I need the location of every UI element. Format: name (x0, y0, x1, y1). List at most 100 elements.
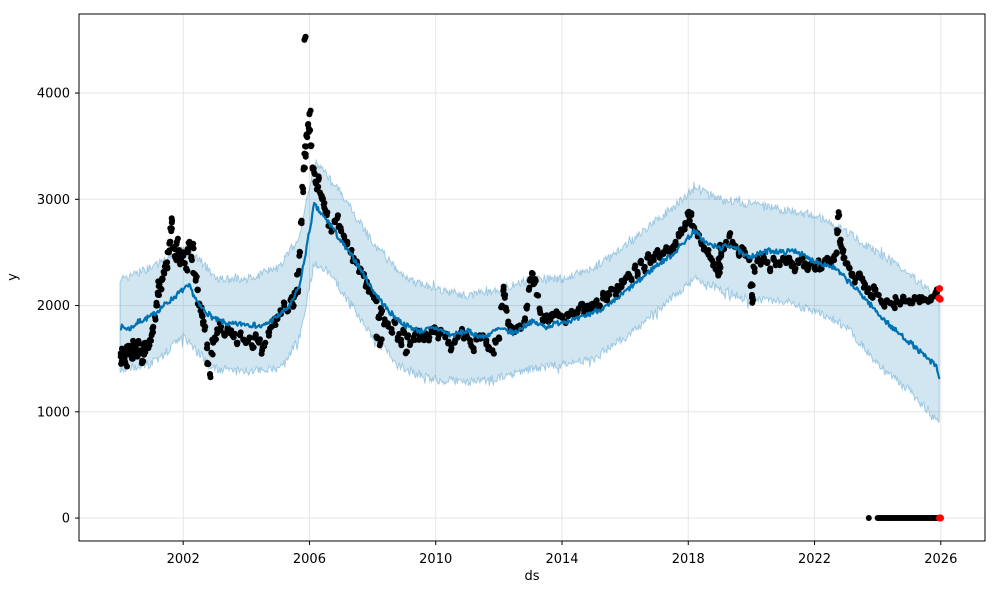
observed-point (180, 252, 187, 259)
observed-point (528, 269, 535, 276)
observed-point (190, 269, 197, 276)
observed-point (300, 189, 307, 196)
observed-point (398, 342, 405, 349)
anomaly-point (936, 295, 944, 303)
observed-point (272, 322, 279, 328)
observed-point (834, 214, 841, 221)
observed-point (248, 342, 255, 349)
observed-point (378, 310, 385, 317)
zero-value-points (865, 515, 941, 521)
x-tick-label: 2026 (924, 552, 957, 567)
y-tick-label: 0 (62, 512, 70, 527)
observed-point (618, 284, 625, 290)
observed-point (159, 275, 166, 282)
observed-point (296, 248, 303, 255)
observed-point (198, 311, 205, 318)
observed-point (337, 224, 344, 231)
y-tick-label: 1000 (37, 405, 70, 420)
observed-point (190, 240, 197, 247)
observed-point (545, 318, 552, 325)
observed-point (534, 292, 541, 299)
observed-point (207, 374, 214, 381)
observed-point (767, 268, 774, 275)
observed-point (911, 294, 918, 300)
observed-point (124, 363, 130, 370)
observed-point (188, 257, 195, 264)
observed-point (873, 290, 880, 297)
observed-point (304, 134, 311, 141)
observed-point (265, 332, 272, 339)
x-tick-label: 2010 (419, 552, 452, 567)
observed-point (678, 230, 685, 237)
observed-point (686, 217, 693, 224)
observed-point (840, 255, 847, 262)
observed-point (869, 294, 876, 301)
observed-point (526, 286, 532, 293)
observed-point (302, 34, 309, 41)
anomaly-points (935, 285, 944, 522)
x-tick-label: 2006 (293, 552, 326, 567)
observed-point (857, 274, 864, 281)
observed-point (593, 298, 600, 305)
observed-point (139, 360, 145, 367)
observed-point (747, 283, 754, 289)
observed-point (302, 151, 309, 158)
observed-point (447, 347, 454, 354)
axes-spines (78, 13, 986, 542)
observed-point (715, 260, 722, 267)
observed-point (536, 305, 543, 312)
observed-point (192, 277, 199, 284)
observed-point (373, 333, 380, 340)
observed-point (483, 337, 490, 344)
observed-point (523, 304, 530, 311)
observed-point (280, 299, 287, 306)
observed-point (258, 350, 265, 357)
observed-point (209, 351, 216, 358)
observed-point (201, 322, 208, 329)
observed-point (516, 322, 523, 329)
x-tick-label: 2022 (798, 552, 831, 567)
observed-point (173, 241, 180, 248)
observed-point (467, 337, 473, 343)
x-tick-label: 2002 (167, 552, 200, 567)
observed-point (190, 245, 197, 252)
observed-point (621, 279, 627, 286)
observed-point (681, 226, 688, 233)
observed-point (407, 338, 414, 345)
observed-point (749, 299, 756, 306)
observed-point (604, 297, 611, 304)
observed-point (792, 267, 798, 273)
observed-point (135, 337, 142, 344)
observed-point (870, 283, 877, 290)
observed-point (558, 312, 565, 319)
x-tick-label: 2018 (672, 552, 705, 567)
observed-point (130, 337, 137, 344)
observed-point (152, 316, 159, 323)
observed-point (596, 302, 603, 309)
observed-point (254, 337, 261, 344)
observed-point (261, 341, 268, 347)
observed-point (834, 227, 840, 234)
observed-point (156, 292, 162, 299)
observed-point (297, 219, 304, 226)
observed-point (656, 254, 663, 261)
observed-point (837, 241, 844, 248)
observed-point (396, 330, 403, 337)
observed-point (891, 305, 898, 312)
observed-point (231, 330, 238, 337)
observed-point (605, 290, 612, 297)
observed-point (751, 268, 758, 275)
observed-point (168, 219, 175, 226)
observed-point (494, 336, 501, 343)
observed-point (376, 342, 383, 349)
observed-point (727, 230, 734, 237)
observed-point (668, 247, 675, 254)
observed-point (307, 107, 314, 114)
observed-point (498, 304, 505, 311)
observed-point (845, 264, 852, 270)
observed-point (501, 294, 508, 301)
observed-point (654, 247, 661, 253)
observed-point (403, 348, 410, 355)
